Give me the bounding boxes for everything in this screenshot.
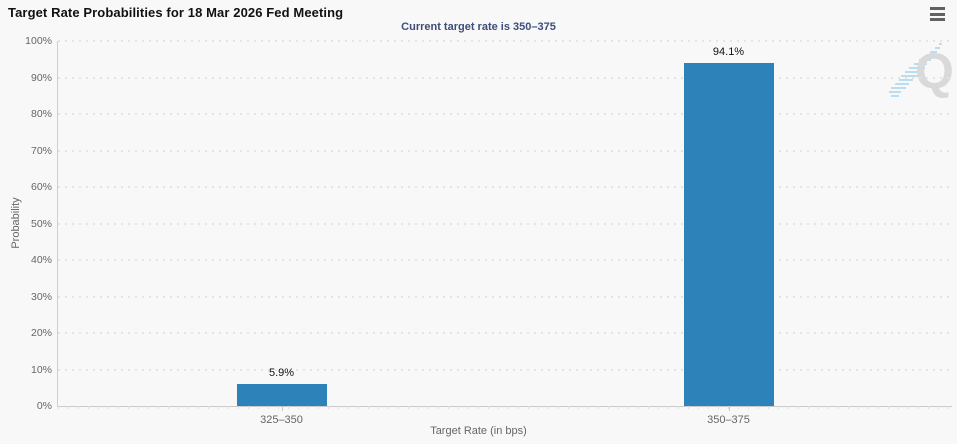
- probability-bar[interactable]: [683, 62, 774, 406]
- chart-subtitle: Current target rate is 350–375: [401, 21, 556, 33]
- gridline: [58, 113, 952, 115]
- y-axis-tick-label: 40%: [30, 254, 52, 266]
- hamburger-bar: [930, 12, 945, 16]
- y-axis-title: Probability: [10, 197, 22, 249]
- y-axis-tick-label: 70%: [30, 144, 52, 157]
- x-axis-minor-ticks: [58, 406, 952, 409]
- gridline: [58, 76, 952, 79]
- gridline: [58, 186, 952, 188]
- y-axis-tick-label: 90%: [30, 71, 52, 84]
- hamburger-menu-icon[interactable]: [929, 6, 946, 22]
- y-axis-tick-label: 100%: [25, 35, 52, 47]
- y-axis-tick-label: 30%: [30, 290, 52, 303]
- gridline: [58, 222, 952, 225]
- watermark-q-letter: Q: [915, 43, 954, 99]
- x-axis-category-label: 325–350: [260, 414, 303, 426]
- bar-data-label: 94.1%: [712, 45, 745, 58]
- gridline: [58, 259, 952, 261]
- y-axis-tick-label: 0%: [36, 400, 52, 412]
- gridline: [58, 295, 952, 298]
- gridline: [58, 40, 952, 42]
- hamburger-bar: [930, 7, 945, 10]
- gridline: [58, 368, 952, 371]
- bar-data-label: 5.9%: [268, 367, 295, 380]
- quikstrike-watermark-logo: Q: [879, 38, 955, 116]
- y-axis-tick-label: 60%: [30, 181, 52, 193]
- gridline: [58, 332, 952, 334]
- y-axis-tick-label: 80%: [30, 108, 52, 120]
- hamburger-bar: [930, 18, 945, 21]
- gridline: [58, 149, 952, 152]
- chart-title: Target Rate Probabilities for 18 Mar 202…: [8, 5, 344, 20]
- plot-area: Q 5.9% 325–350 94.1% 350–375: [57, 38, 955, 426]
- y-axis-tick-label: 20%: [30, 327, 52, 339]
- watermark-slash-icon: [889, 43, 942, 97]
- x-axis-tick: [728, 406, 730, 411]
- x-axis-title: Target Rate (in bps): [430, 425, 527, 437]
- x-axis-tick: [281, 406, 283, 411]
- y-axis-tick-label: 50%: [30, 217, 52, 230]
- y-axis-labels: 0% 10% 20% 30% 40% 50% 60% 70% 80% 90% 100%: [0, 35, 52, 412]
- y-axis-tick-label: 10%: [30, 363, 52, 376]
- probability-bar[interactable]: [236, 384, 327, 406]
- x-axis-category-label: 350–375: [707, 414, 750, 426]
